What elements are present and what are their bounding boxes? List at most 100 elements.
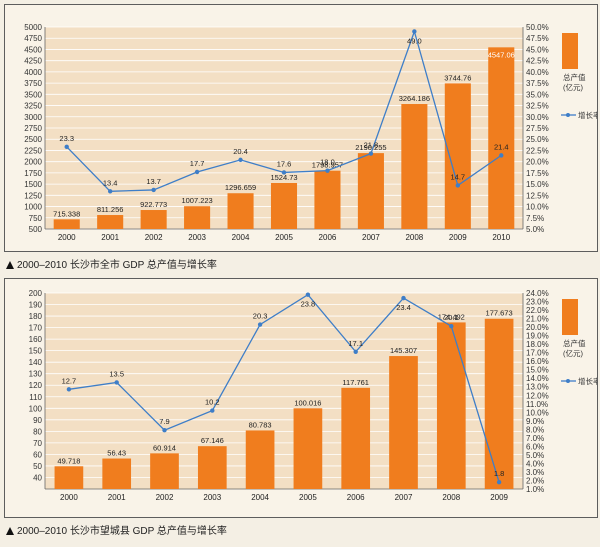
- bar-2010: [488, 47, 515, 230]
- y-tick-label: 2250: [24, 146, 42, 155]
- y-tick-label: 60: [33, 450, 42, 459]
- bar-value-label: 715.338: [53, 209, 80, 218]
- y-tick-label: 500: [29, 225, 43, 234]
- y2-tick-label: 20.0%: [526, 323, 549, 332]
- bar-value-label: 145.307: [390, 346, 417, 355]
- y-tick-label: 40: [33, 473, 42, 482]
- growth-value-label: 49.0: [407, 36, 422, 45]
- legend-bar-label: 总产值: [563, 338, 586, 348]
- bar-value-label: 922.773: [140, 200, 167, 209]
- bar-value-label: 3744.76: [444, 73, 471, 82]
- x-tick-label: 2000: [60, 493, 78, 502]
- y-tick-label: 2500: [24, 135, 42, 144]
- bar-2003: [184, 206, 211, 229]
- x-tick-label: 2008: [442, 493, 460, 502]
- y2-tick-label: 25.0%: [526, 135, 549, 144]
- y2-tick-label: 7.5%: [526, 214, 544, 223]
- legend-line-marker: [566, 113, 570, 117]
- y2-tick-label: 37.5%: [526, 79, 549, 88]
- y2-tick-label: 12.5%: [526, 191, 549, 200]
- legend-line-marker: [566, 379, 570, 383]
- y-tick-label: 120: [29, 381, 43, 390]
- y2-tick-label: 17.0%: [526, 349, 549, 358]
- y-tick-label: 1250: [24, 191, 42, 200]
- y2-tick-label: 10.0%: [526, 203, 549, 212]
- bar-value-label: 80.783: [249, 420, 272, 429]
- x-tick-label: 2003: [188, 233, 206, 242]
- x-tick-label: 2009: [449, 233, 467, 242]
- bar-value-label: 811.256: [97, 205, 124, 214]
- growth-value-label: 13.5: [109, 369, 124, 378]
- growth-point-2005: [281, 170, 287, 175]
- y-tick-label: 130: [29, 370, 43, 379]
- bar-value-label: 67.146: [201, 436, 224, 445]
- x-tick-label: 2005: [275, 233, 293, 242]
- chart-caption-citywide: 2000–2010 长沙市全市 GDP 总产值与增长率: [6, 256, 217, 271]
- y-tick-label: 1500: [24, 180, 42, 189]
- y-tick-label: 180: [29, 312, 43, 321]
- growth-value-label: 10.2: [205, 398, 220, 407]
- bar-2005: [293, 408, 323, 489]
- bar-2001: [97, 215, 124, 229]
- y2-tick-label: 16.0%: [526, 357, 549, 366]
- y-tick-label: 100: [29, 404, 43, 413]
- bar-value-label: 2190.255: [355, 143, 386, 152]
- bar-2006: [341, 387, 371, 489]
- growth-point-2007: [368, 151, 374, 156]
- growth-value-label: 23.4: [396, 303, 411, 312]
- y-tick-label: 750: [29, 214, 43, 223]
- x-tick-label: 2009: [490, 493, 508, 502]
- y2-tick-label: 45.0%: [526, 45, 549, 54]
- chart-panel-wangcheng: 40 50 60 70 80 90 100 110 120 130 140 150 160 170 180 1…: [4, 278, 598, 518]
- growth-point-2000: [64, 144, 69, 150]
- growth-point-2007: [401, 295, 406, 301]
- y-tick-label: 150: [29, 347, 43, 356]
- y2-tick-label: 4.0%: [526, 459, 544, 468]
- y2-tick-label: 21.0%: [526, 315, 549, 324]
- bar-2002: [140, 210, 167, 229]
- caption-text: 2000–2010 长沙市全市 GDP 总产值与增长率: [17, 260, 217, 271]
- y2-tick-label: 30.0%: [526, 113, 549, 122]
- legend-bar-swatch: [562, 299, 578, 335]
- y2-tick-label: 15.0%: [526, 366, 549, 375]
- growth-point-2002: [151, 187, 156, 193]
- growth-point-2004: [238, 157, 243, 163]
- y-tick-label: 5000: [24, 23, 42, 32]
- x-tick-label: 2002: [145, 233, 163, 242]
- bar-value-label: 1798.957: [312, 161, 343, 170]
- x-tick-label: 2007: [395, 493, 413, 502]
- bar-value-label: 117.761: [342, 378, 369, 387]
- growth-value-label: 23.8: [301, 300, 316, 309]
- bar-2004: [245, 430, 275, 489]
- y2-tick-label: 9.0%: [526, 417, 544, 426]
- bar-2004: [227, 193, 254, 229]
- bar-value-label: 3264.186: [399, 94, 430, 103]
- legend-bar-label: 总产值: [563, 72, 586, 82]
- y2-tick-label: 1.0%: [526, 485, 544, 494]
- y-tick-label: 80: [33, 427, 42, 436]
- growth-point-2000: [66, 387, 72, 392]
- bar-value-label: 49.718: [57, 456, 80, 465]
- bar-2000: [53, 219, 80, 229]
- y2-tick-label: 2.0%: [526, 476, 544, 485]
- x-tick-label: 2004: [232, 233, 250, 242]
- legend-line-label: 增长率: [578, 376, 597, 386]
- growth-value-label: 20.3: [253, 312, 268, 321]
- x-tick-label: 2000: [58, 233, 76, 242]
- x-tick-label: 2001: [101, 233, 119, 242]
- y-tick-label: 170: [29, 324, 43, 333]
- y2-tick-label: 15.0%: [526, 180, 549, 189]
- y2-tick-label: 8.0%: [526, 425, 544, 434]
- growth-point-2005: [305, 292, 311, 297]
- growth-point-2008: [449, 324, 454, 329]
- growth-point-2001: [107, 189, 113, 194]
- y2-tick-label: 12.0%: [526, 391, 549, 400]
- wangcheng-gdp-chart: 40 50 60 70 80 90 100 110 120 130 140 150 160 170 180 1…: [29, 289, 597, 502]
- growth-value-label: 7.9: [159, 417, 169, 426]
- citywide-gdp-chart: 500 750 1000 1250 1500 1750 2000 2250 2500 2750 30…: [24, 23, 597, 242]
- bar-2008: [436, 322, 466, 489]
- x-tick-label: 2001: [108, 493, 126, 502]
- y2-tick-label: 10.0%: [526, 408, 549, 417]
- growth-point-2002: [162, 428, 167, 433]
- y-tick-label: 4500: [24, 45, 42, 54]
